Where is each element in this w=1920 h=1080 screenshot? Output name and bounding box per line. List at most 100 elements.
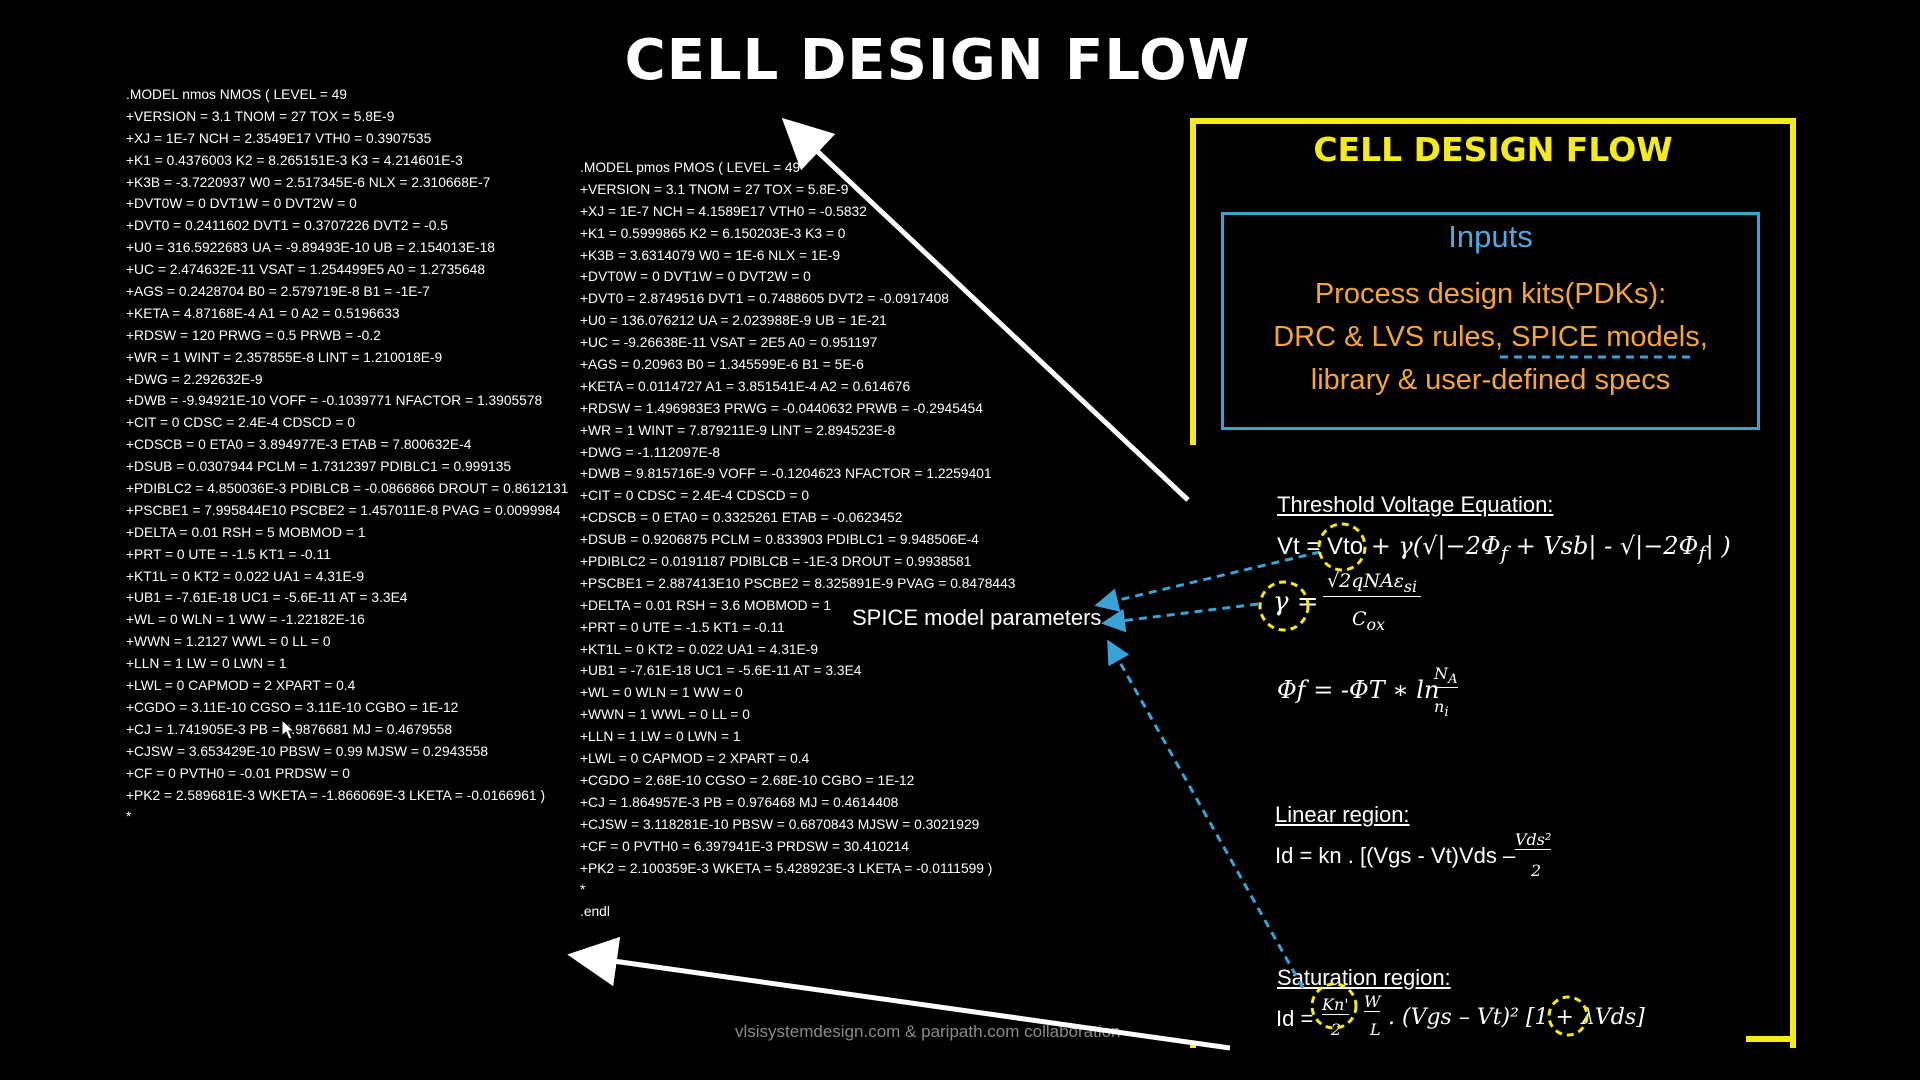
blue-arrow-vto xyxy=(1094,550,1321,612)
model-line: +K3B = 3.6314079 W0 = 1E-6 NLX = 1E-9 xyxy=(580,247,841,263)
model-line: +CIT = 0 CDSC = 2.4E-4 CDSCD = 0 xyxy=(580,488,810,504)
threshold-heading: Threshold Voltage Equation: xyxy=(1277,492,1554,517)
model-line: +U0 = 136.076212 UA = 2.023988E-9 UB = 1… xyxy=(580,313,887,329)
blue-arrow-kn xyxy=(1107,639,1305,989)
model-line: +UB1 = -7.61E-18 UC1 = -5.6E-11 AT = 3.3… xyxy=(580,663,862,679)
model-line: .MODEL pmos PMOS ( LEVEL = 49 xyxy=(580,160,801,175)
arrow-to-pmos xyxy=(567,936,1231,1051)
model-line: +PK2 = 2.100359E-3 WKETA = 5.428923E-3 L… xyxy=(580,860,993,876)
model-line: +DWG = 2.292632E-9 xyxy=(126,371,263,387)
model-line: +PSCBE1 = 2.887413E10 PSCBE2 = 8.325891E… xyxy=(580,575,1016,591)
model-line: +KT1L = 0 KT2 = 0.022 UA1 = 4.31E-9 xyxy=(580,641,819,657)
model-line: +K1 = 0.5999865 K2 = 6.150203E-3 K3 = 0 xyxy=(580,225,846,241)
model-line: +CJSW = 3.118281E-10 PBSW = 0.6870843 MJ… xyxy=(580,816,980,832)
model-line: +UB1 = -7.61E-18 UC1 = -5.6E-11 AT = 3.3… xyxy=(126,590,408,606)
gamma-numerator: √2qNAεsi xyxy=(1323,570,1422,597)
model-line: +KETA = 4.87168E-4 A1 = 0 A2 = 0.5196633 xyxy=(126,305,400,321)
vt-equation: Vt = Vto + γ(√|−2Φf + Vsb| - √|−2Φf| ) xyxy=(1277,532,1731,565)
model-line: +LLN = 1 LW = 0 LWN = 1 xyxy=(580,729,741,745)
model-line: +DVT0 = 2.8749516 DVT1 = 0.7488605 DVT2 … xyxy=(580,291,949,307)
model-line: +VERSION = 3.1 TNOM = 27 TOX = 5.8E-9 xyxy=(126,108,395,124)
model-line: * xyxy=(580,882,586,898)
inputs-box: Inputs Process design kits(PDKs): DRC & … xyxy=(1221,212,1760,430)
model-line: +CIT = 0 CDSC = 2.4E-4 CDSCD = 0 xyxy=(126,415,356,431)
panel-border-gap xyxy=(1188,445,1198,1045)
saturation-eq-rest: . (Vgs – Vt)² [1 + λVds] xyxy=(1388,1005,1645,1030)
spice-model-parameters-label: SPICE model parameters xyxy=(852,605,1102,630)
gamma-denominator: Cox xyxy=(1352,608,1386,634)
model-line: +CGDO = 3.11E-10 CGSO = 3.11E-10 CGBO = … xyxy=(126,699,459,715)
kn-denominator: 2 xyxy=(1331,1020,1342,1039)
saturation-eq-prefix: Id = xyxy=(1276,1006,1314,1031)
model-line: +DSUB = 0.0307944 PCLM = 1.7312397 PDIBL… xyxy=(126,459,512,475)
model-line: +XJ = 1E-7 NCH = 4.1589E17 VTH0 = -0.583… xyxy=(580,203,867,219)
vto-term: Vto xyxy=(1327,533,1364,560)
w-numerator: W xyxy=(1364,992,1381,1012)
mouse-cursor-icon xyxy=(281,718,296,740)
model-line: +RDSW = 120 PRWG = 0.5 PRWB = -0.2 xyxy=(126,327,381,343)
inputs-title: Inputs xyxy=(1448,219,1533,254)
vto-highlight-circle xyxy=(1317,522,1367,572)
nmos-model-listing: .MODEL nmos NMOS ( LEVEL = 49 +VERSION = … xyxy=(126,84,568,828)
model-line: +WWN = 1.2127 WWL = 0 LL = 0 xyxy=(126,634,331,650)
page-title: CELL DESIGN FLOW xyxy=(624,28,1251,93)
model-line: +WL = 0 WLN = 1 WW = 0 xyxy=(580,685,743,701)
model-line: +CF = 0 PVTH0 = 6.397941E-3 PRDSW = 30.4… xyxy=(580,838,910,854)
model-line: +U0 = 316.5922683 UA = -9.89493E-10 UB =… xyxy=(126,240,495,256)
arrow-to-nmos xyxy=(781,117,1190,502)
model-line: +WL = 0 WLN = 1 WW = -1.22182E-16 xyxy=(126,612,365,628)
model-line: * xyxy=(126,809,132,825)
model-line: +DVT0 = 0.2411602 DVT1 = 0.3707226 DVT2 … xyxy=(126,218,448,234)
lambda-highlight-circle xyxy=(1547,995,1589,1037)
model-line: +CGDO = 2.68E-10 CGSO = 2.68E-10 CGBO = … xyxy=(580,772,915,788)
model-line: +DVT0W = 0 DVT1W = 0 DVT2W = 0 xyxy=(126,196,357,212)
phi-f-equation: Φf = -ΦT ∗ ln xyxy=(1277,676,1440,704)
model-line: +LLN = 1 LW = 0 LWN = 1 xyxy=(126,656,287,672)
model-line: +DSUB = 0.9206875 PCLM = 0.833903 PDIBLC… xyxy=(580,532,979,548)
model-line: +AGS = 0.2428704 B0 = 2.579719E-8 B1 = -… xyxy=(126,284,430,300)
kn-highlight-circle xyxy=(1310,982,1358,1030)
inputs-line-rules: DRC & LVS rules, SPICE models, xyxy=(1273,321,1708,353)
linear-fraction-denominator: 2 xyxy=(1531,861,1542,880)
linear-fraction-numerator: Vds² xyxy=(1515,830,1552,850)
model-line: +CF = 0 PVTH0 = -0.01 PRDSW = 0 xyxy=(126,765,350,781)
model-line: +XJ = 1E-7 NCH = 2.3549E17 VTH0 = 0.3907… xyxy=(126,130,432,146)
saturation-heading: Saturation region: xyxy=(1277,965,1451,990)
footer-credit: vlsisystemdesign.com & paripath.com coll… xyxy=(735,1022,1121,1041)
gamma-highlight-circle xyxy=(1258,580,1310,632)
model-line: +UC = 2.474632E-11 VSAT = 1.254499E5 A0 … xyxy=(126,262,486,278)
model-line: +RDSW = 1.496983E3 PRWG = -0.0440632 PRW… xyxy=(580,400,983,416)
vt-equation-rest: + γ(√|−2Φf + Vsb| - √|−2Φf| ) xyxy=(1363,532,1731,565)
model-line: +K3B = -3.7220937 W0 = 2.517345E-6 NLX =… xyxy=(126,174,491,190)
phi-f-denominator: ni xyxy=(1434,697,1449,721)
model-line: .MODEL nmos NMOS ( LEVEL = 49 xyxy=(126,87,347,102)
model-line: +PDIBLC2 = 4.850036E-3 PDIBLCB = -0.0866… xyxy=(126,481,569,497)
model-line: +KETA = 0.0114727 A1 = 3.851541E-4 A2 = … xyxy=(580,378,911,394)
model-line: .endl xyxy=(580,904,610,920)
model-line: +PRT = 0 UTE = -1.5 KT1 = -0.11 xyxy=(126,546,331,562)
model-line: +WWN = 1 WWL = 0 LL = 0 xyxy=(580,707,750,723)
model-line: +WR = 1 WINT = 7.879211E-9 LINT = 2.8945… xyxy=(580,422,896,438)
model-line: +LWL = 0 CAPMOD = 2 XPART = 0.4 xyxy=(580,751,810,767)
model-line: +K1 = 0.4376003 K2 = 8.265151E-3 K3 = 4.… xyxy=(126,152,463,168)
linear-heading: Linear region: xyxy=(1275,802,1410,827)
model-line: +CJSW = 3.653429E-10 PBSW = 0.99 MJSW = … xyxy=(126,743,488,759)
model-line: +PRT = 0 UTE = -1.5 KT1 = -0.11 xyxy=(580,619,785,635)
vt-label: Vt = xyxy=(1277,533,1328,560)
model-line: +DWG = -1.112097E-8 xyxy=(580,444,721,460)
panel-bottom-segment xyxy=(1746,1036,1790,1042)
model-line: +CJ = 1.864957E-3 PB = 0.976468 MJ = 0.4… xyxy=(580,794,899,810)
pmos-model-listing: .MODEL pmos PMOS ( LEVEL = 49 +VERSION = … xyxy=(580,157,1015,923)
model-line: +DVT0W = 0 DVT1W = 0 DVT2W = 0 xyxy=(580,269,811,285)
model-line: +PK2 = 2.589681E-3 WKETA = -1.866069E-3 … xyxy=(126,787,546,803)
model-line: +KT1L = 0 KT2 = 0.022 UA1 = 4.31E-9 xyxy=(126,568,365,584)
model-line: +LWL = 0 CAPMOD = 2 XPART = 0.4 xyxy=(126,678,356,694)
model-line: +CJ = 1.741905E-3 PB = 0.9876681 MJ = 0.… xyxy=(126,721,453,737)
model-line: +DELTA = 0.01 RSH = 3.6 MOBMOD = 1 xyxy=(580,597,832,613)
model-line: +DWB = -9.94921E-10 VOFF = -0.1039771 NF… xyxy=(126,393,543,409)
linear-equation: Id = kn . [(Vgs - Vt)Vds – xyxy=(1275,843,1516,868)
model-line: +PSCBE1 = 7.995844E10 PSCBE2 = 1.457011E… xyxy=(126,502,561,518)
inputs-line-pdks: Process design kits(PDKs): xyxy=(1314,278,1667,310)
blue-arrow-gamma xyxy=(1101,602,1259,633)
